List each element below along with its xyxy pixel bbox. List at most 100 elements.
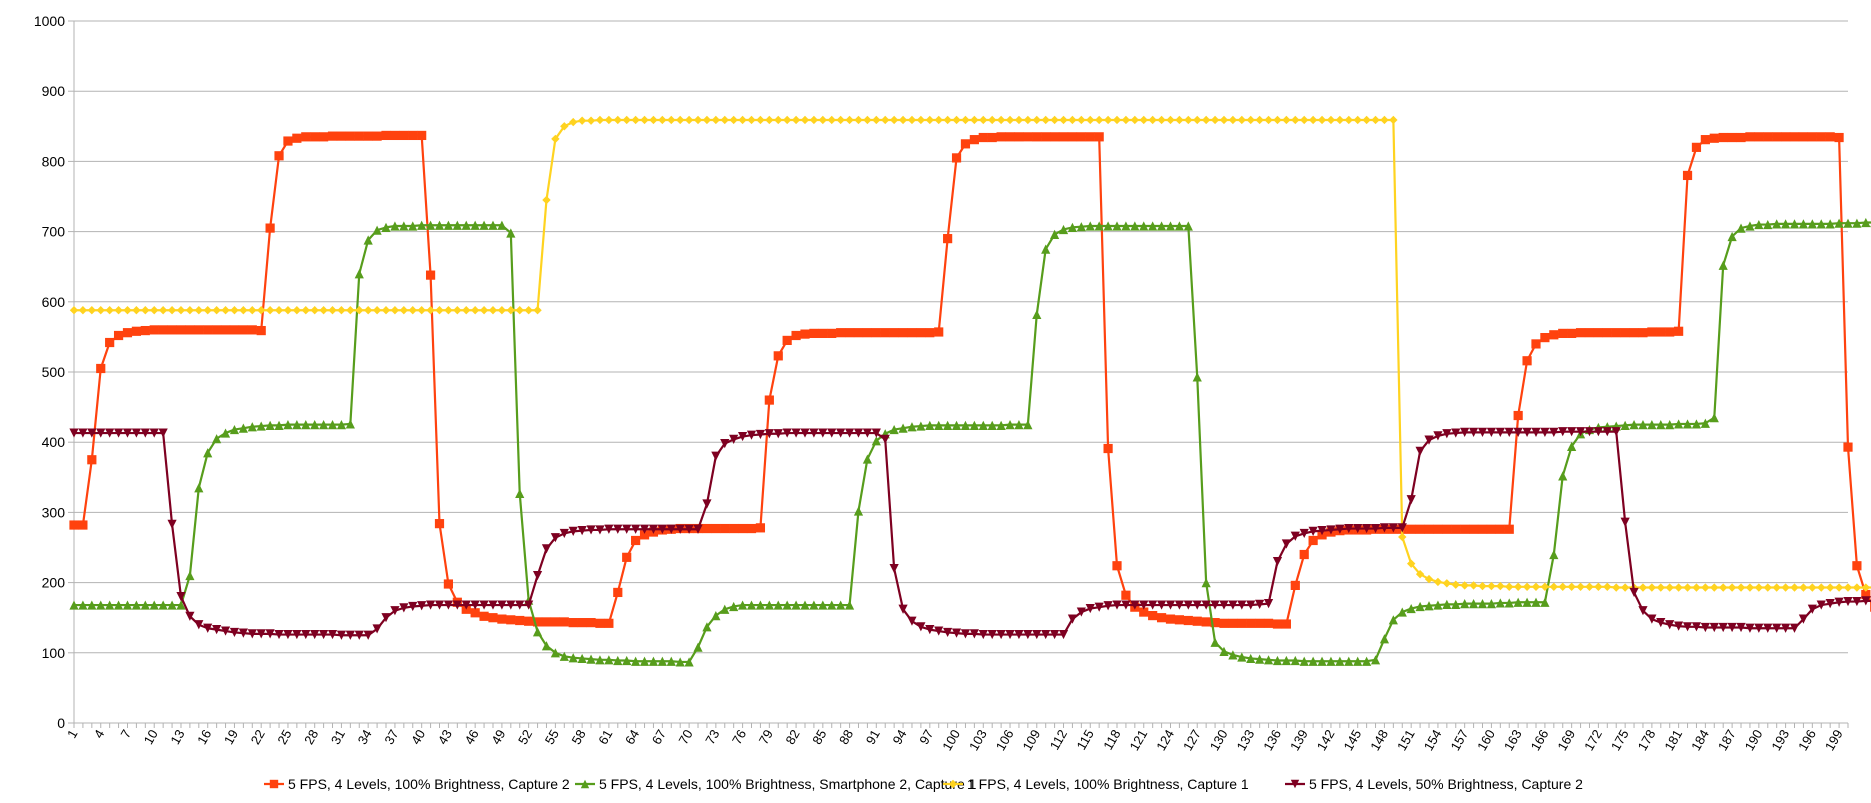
data-point bbox=[1763, 623, 1773, 633]
data-point bbox=[988, 115, 997, 125]
data-point bbox=[1638, 606, 1648, 616]
data-point bbox=[1005, 629, 1015, 640]
data-point bbox=[247, 629, 257, 639]
data-point bbox=[1201, 600, 1211, 610]
data-point bbox=[1228, 115, 1238, 125]
y-tick-label: 0 bbox=[57, 715, 65, 731]
data-point bbox=[417, 306, 426, 315]
data-point bbox=[301, 132, 311, 142]
data-point bbox=[1798, 219, 1809, 229]
data-point bbox=[952, 115, 961, 125]
data-point bbox=[105, 337, 115, 348]
data-point bbox=[1335, 524, 1345, 534]
data-point bbox=[425, 600, 436, 610]
data-point bbox=[1103, 115, 1113, 125]
data-point bbox=[648, 524, 659, 534]
data-point bbox=[1282, 115, 1291, 125]
data-point bbox=[1754, 132, 1764, 142]
data-point bbox=[212, 434, 222, 444]
data-point bbox=[773, 429, 783, 439]
data-point bbox=[372, 306, 382, 315]
data-point bbox=[1486, 427, 1497, 437]
x-tick-label: 10 bbox=[141, 727, 161, 747]
data-point bbox=[1513, 582, 1523, 592]
data-point bbox=[1281, 655, 1291, 666]
data-point bbox=[1843, 218, 1853, 228]
data-point bbox=[78, 600, 88, 610]
data-point bbox=[524, 616, 534, 626]
data-point bbox=[113, 600, 124, 610]
legend-entry: 5 FPS, 4 Levels, 100% Brightness, Smartp… bbox=[575, 776, 977, 792]
data-point bbox=[1388, 615, 1398, 625]
data-point bbox=[1754, 583, 1764, 592]
data-point bbox=[684, 657, 694, 667]
legend-marker bbox=[580, 779, 590, 789]
data-point bbox=[782, 428, 792, 438]
data-point bbox=[1255, 599, 1265, 609]
data-point bbox=[595, 115, 605, 125]
data-point bbox=[1228, 600, 1238, 610]
data-point bbox=[1584, 427, 1595, 437]
data-point bbox=[1682, 170, 1693, 181]
legend-marker bbox=[1290, 779, 1300, 789]
data-point bbox=[426, 306, 435, 315]
data-point bbox=[1299, 549, 1309, 560]
data-point bbox=[613, 524, 623, 534]
data-point bbox=[568, 618, 578, 628]
data-point bbox=[1219, 618, 1229, 628]
data-point bbox=[1620, 517, 1630, 527]
data-point bbox=[1201, 115, 1211, 125]
data-point bbox=[1121, 590, 1131, 600]
data-point bbox=[238, 628, 248, 638]
series-3 bbox=[69, 115, 1871, 592]
data-point bbox=[1317, 656, 1327, 666]
legend: 5 FPS, 4 Levels, 100% Brightness, Captur… bbox=[264, 776, 1583, 792]
data-point bbox=[1861, 583, 1871, 592]
data-point bbox=[185, 611, 195, 621]
data-point bbox=[1308, 526, 1318, 536]
data-point bbox=[1290, 531, 1300, 541]
data-point bbox=[1718, 622, 1728, 633]
data-point bbox=[1852, 583, 1862, 592]
data-point bbox=[425, 270, 436, 280]
x-tick-label: 91 bbox=[863, 727, 883, 747]
data-point bbox=[1183, 615, 1193, 626]
data-point bbox=[515, 600, 525, 610]
data-point bbox=[836, 600, 846, 610]
data-point bbox=[1451, 599, 1461, 609]
data-point bbox=[639, 524, 650, 534]
data-point bbox=[229, 424, 240, 435]
data-point bbox=[1442, 524, 1452, 534]
data-point bbox=[925, 328, 935, 338]
data-point bbox=[1549, 330, 1559, 340]
data-point bbox=[1406, 524, 1416, 534]
data-point bbox=[1665, 327, 1675, 337]
data-point bbox=[586, 116, 596, 125]
data-point bbox=[541, 544, 552, 554]
data-point bbox=[149, 325, 159, 335]
data-point bbox=[1763, 219, 1773, 230]
data-point bbox=[996, 132, 1006, 142]
data-point bbox=[737, 431, 748, 442]
data-point bbox=[613, 655, 623, 666]
data-point bbox=[1460, 581, 1469, 590]
data-point bbox=[1834, 583, 1844, 592]
data-point bbox=[1558, 427, 1568, 437]
data-point bbox=[399, 306, 409, 315]
data-point bbox=[1112, 600, 1122, 610]
data-point bbox=[1157, 115, 1166, 125]
data-point bbox=[345, 419, 355, 429]
data-point bbox=[1834, 218, 1844, 228]
data-point bbox=[1709, 413, 1719, 423]
data-point bbox=[132, 306, 141, 315]
data-point bbox=[96, 600, 106, 610]
data-point bbox=[1103, 601, 1113, 611]
data-point bbox=[1522, 582, 1532, 592]
data-point bbox=[1736, 223, 1746, 233]
data-point bbox=[720, 439, 730, 449]
data-point bbox=[1861, 217, 1871, 228]
data-point bbox=[1094, 221, 1104, 231]
data-point bbox=[648, 656, 659, 666]
data-point bbox=[327, 420, 338, 430]
data-point bbox=[1014, 420, 1024, 430]
